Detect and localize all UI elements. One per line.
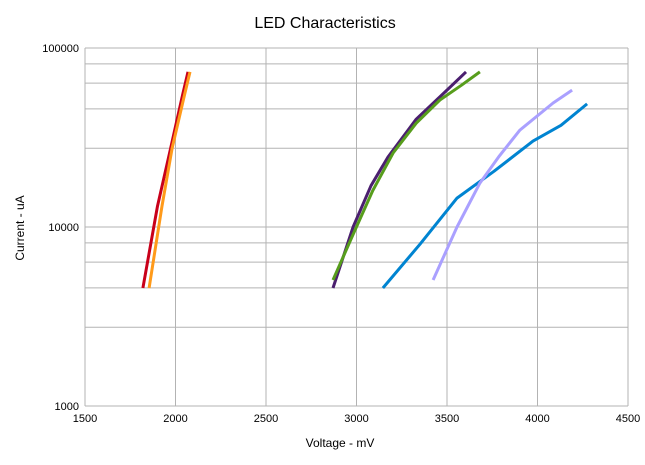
series-line-lavender <box>431 88 573 281</box>
x-tick-label: 3500 <box>435 413 459 425</box>
series-line-orange <box>147 71 192 289</box>
y-tick-label: 100000 <box>42 43 79 55</box>
x-tick-labels: 1500 2000 2500 3000 3500 4000 4500 <box>73 413 640 425</box>
x-tick-label: 4000 <box>525 413 549 425</box>
x-tick-label: 4500 <box>616 413 640 425</box>
x-tick-label: 1500 <box>73 413 97 425</box>
y-tick-labels: 1000 10000 100000 <box>42 43 79 413</box>
y-tick-label: 1000 <box>55 401 79 413</box>
x-axis-label: Voltage - mV <box>306 436 375 450</box>
series-line-blue <box>381 102 589 289</box>
series-lines <box>141 70 589 289</box>
y-tick-label: 10000 <box>48 222 79 234</box>
grid <box>84 47 629 407</box>
x-tick-label: 2500 <box>254 413 278 425</box>
series-line-purple <box>331 70 468 289</box>
x-tick-label: 3000 <box>344 413 368 425</box>
chart-title: LED Characteristics <box>254 15 395 32</box>
series-line-green <box>331 70 481 281</box>
y-axis-label: Current - uA <box>13 195 27 260</box>
x-tick-label: 2000 <box>163 413 187 425</box>
